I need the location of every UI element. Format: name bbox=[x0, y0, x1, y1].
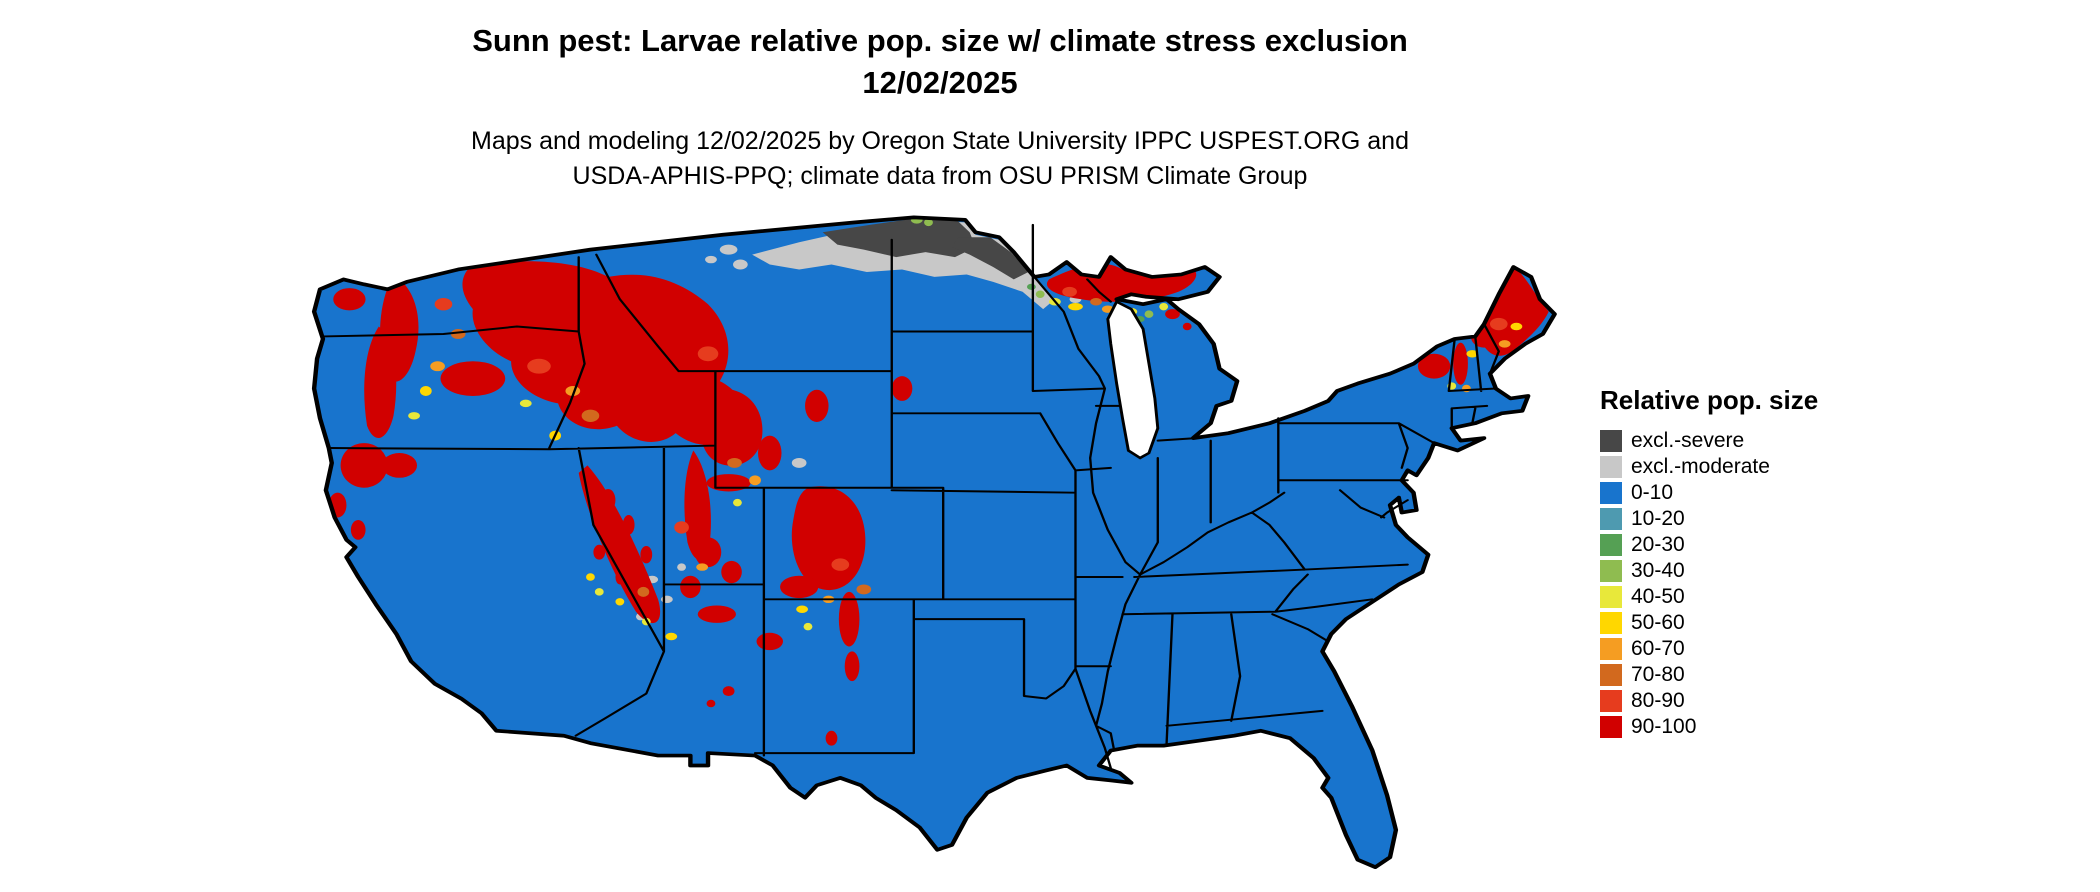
legend-label: 40-50 bbox=[1631, 585, 1685, 608]
pop-60-70-region bbox=[430, 305, 1511, 604]
legend-swatch bbox=[1600, 638, 1622, 660]
legend-label: 10-20 bbox=[1631, 507, 1685, 530]
legend-entry: excl.-moderate bbox=[1600, 454, 1818, 480]
subtitle-line-2: USDA-APHIS-PPQ; climate data from OSU PR… bbox=[572, 162, 1308, 190]
raster-overlays bbox=[328, 217, 1549, 746]
legend-label: 90-100 bbox=[1631, 715, 1697, 738]
legend-entry: 0-10 bbox=[1600, 480, 1818, 506]
legend-label: 70-80 bbox=[1631, 663, 1685, 686]
legend-swatch bbox=[1600, 456, 1622, 478]
lake-michigan bbox=[1106, 299, 1160, 460]
legend-swatch bbox=[1600, 534, 1622, 556]
us-map bbox=[223, 205, 1634, 892]
legend-swatch bbox=[1600, 586, 1622, 608]
legend-swatch bbox=[1600, 716, 1622, 738]
legend-swatch bbox=[1600, 482, 1622, 504]
subtitle-line-1: Maps and modeling 12/02/2025 by Oregon S… bbox=[471, 127, 1409, 155]
legend-entry: 80-90 bbox=[1600, 688, 1818, 714]
legend-swatch bbox=[1600, 560, 1622, 582]
legend-label: 0-10 bbox=[1631, 481, 1674, 504]
legend-label: 30-40 bbox=[1631, 559, 1685, 582]
excl-severe-region bbox=[822, 218, 1029, 280]
legend-swatch bbox=[1600, 664, 1622, 686]
legend-label: excl.-severe bbox=[1631, 429, 1745, 452]
map-attribution: Maps and modeling 12/02/2025 by Oregon S… bbox=[0, 124, 1880, 194]
map-legend: Relative pop. size excl.-severe excl.-mo… bbox=[1600, 385, 1818, 740]
map-header: Sunn pest: Larvae relative pop. size w/ … bbox=[0, 20, 1880, 194]
legend-label: 50-60 bbox=[1631, 611, 1685, 634]
pop-80-90-region bbox=[434, 286, 1508, 571]
page-title: Sunn pest: Larvae relative pop. size w/ … bbox=[0, 20, 1880, 104]
state-boundaries bbox=[321, 223, 1500, 769]
legend-label: 80-90 bbox=[1631, 689, 1685, 712]
title-line-1: Sunn pest: Larvae relative pop. size w/ … bbox=[472, 23, 1408, 58]
legend-swatch bbox=[1600, 430, 1622, 452]
pop-90-100-region bbox=[328, 261, 1549, 746]
legend-entry: 20-30 bbox=[1600, 532, 1818, 558]
legend-entry: 50-60 bbox=[1600, 610, 1818, 636]
legend-entry: 10-20 bbox=[1600, 506, 1818, 532]
legend-title: Relative pop. size bbox=[1600, 385, 1819, 415]
legend-entry: 60-70 bbox=[1600, 636, 1818, 662]
legend-entry: 90-100 bbox=[1600, 714, 1818, 740]
legend-label: 60-70 bbox=[1631, 637, 1685, 660]
legend-swatch bbox=[1600, 508, 1622, 530]
title-date: 12/02/2025 bbox=[862, 65, 1018, 100]
legend-entry: 70-80 bbox=[1600, 662, 1818, 688]
legend-entry: 40-50 bbox=[1600, 584, 1818, 610]
us-map-svg bbox=[223, 205, 1634, 892]
legend-label: 20-30 bbox=[1631, 533, 1685, 556]
legend-label: excl.-moderate bbox=[1631, 455, 1770, 478]
legend-entry: 30-40 bbox=[1600, 558, 1818, 584]
legend-swatch bbox=[1600, 690, 1622, 712]
legend-swatch bbox=[1600, 612, 1622, 634]
legend-entry: excl.-severe bbox=[1600, 428, 1818, 454]
